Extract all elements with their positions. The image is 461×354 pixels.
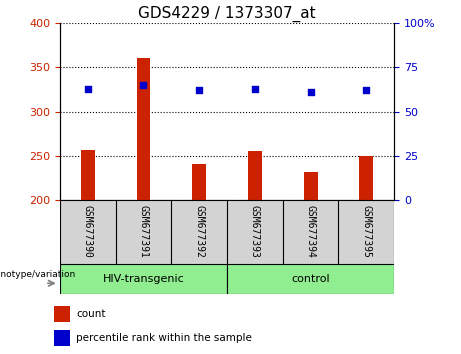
Text: genotype/variation: genotype/variation: [0, 270, 76, 279]
Text: GSM677395: GSM677395: [361, 205, 371, 258]
Point: [195, 87, 203, 93]
Title: GDS4229 / 1373307_at: GDS4229 / 1373307_at: [138, 5, 316, 22]
Bar: [359, 156, 373, 200]
Text: count: count: [76, 309, 106, 319]
Point: [307, 89, 314, 95]
Bar: [60, 264, 227, 294]
Bar: [304, 172, 318, 200]
Text: GSM677393: GSM677393: [250, 205, 260, 258]
Text: HIV-transgenic: HIV-transgenic: [103, 274, 184, 284]
Text: GSM677392: GSM677392: [194, 205, 204, 258]
Text: GSM677391: GSM677391: [138, 205, 148, 258]
Bar: [53, 306, 70, 322]
Bar: [53, 330, 70, 346]
Bar: [81, 149, 95, 200]
Bar: [192, 164, 206, 200]
Bar: [248, 152, 262, 200]
Text: GSM677390: GSM677390: [83, 205, 93, 258]
Point: [84, 86, 91, 91]
Text: percentile rank within the sample: percentile rank within the sample: [76, 332, 252, 343]
Text: control: control: [291, 274, 330, 284]
Point: [251, 86, 259, 91]
Point: [140, 82, 147, 88]
Bar: [227, 264, 394, 294]
Text: GSM677394: GSM677394: [306, 205, 316, 258]
Bar: [136, 58, 150, 200]
Point: [363, 87, 370, 93]
